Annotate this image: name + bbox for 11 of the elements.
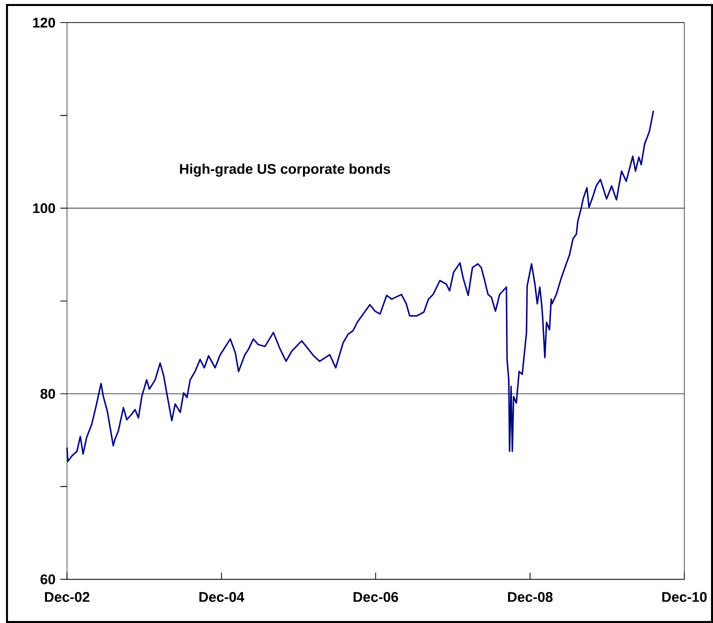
x-tick-label: Dec-02 [44,592,90,602]
x-tick-label: Dec-06 [354,592,398,602]
x-tick-label: Dec-10 [662,592,707,602]
y-tick-label: 100 [33,203,56,214]
annotation: High-grade US corporate bonds [180,164,390,177]
x-tick-label: Dec-08 [508,592,553,602]
y-tick-label: 80 [40,388,56,399]
x-tick-label: Dec-04 [199,592,244,602]
y-tick-label: 60 [40,574,56,584]
y-tick-label: 120 [33,18,56,28]
line-series [66,110,654,462]
